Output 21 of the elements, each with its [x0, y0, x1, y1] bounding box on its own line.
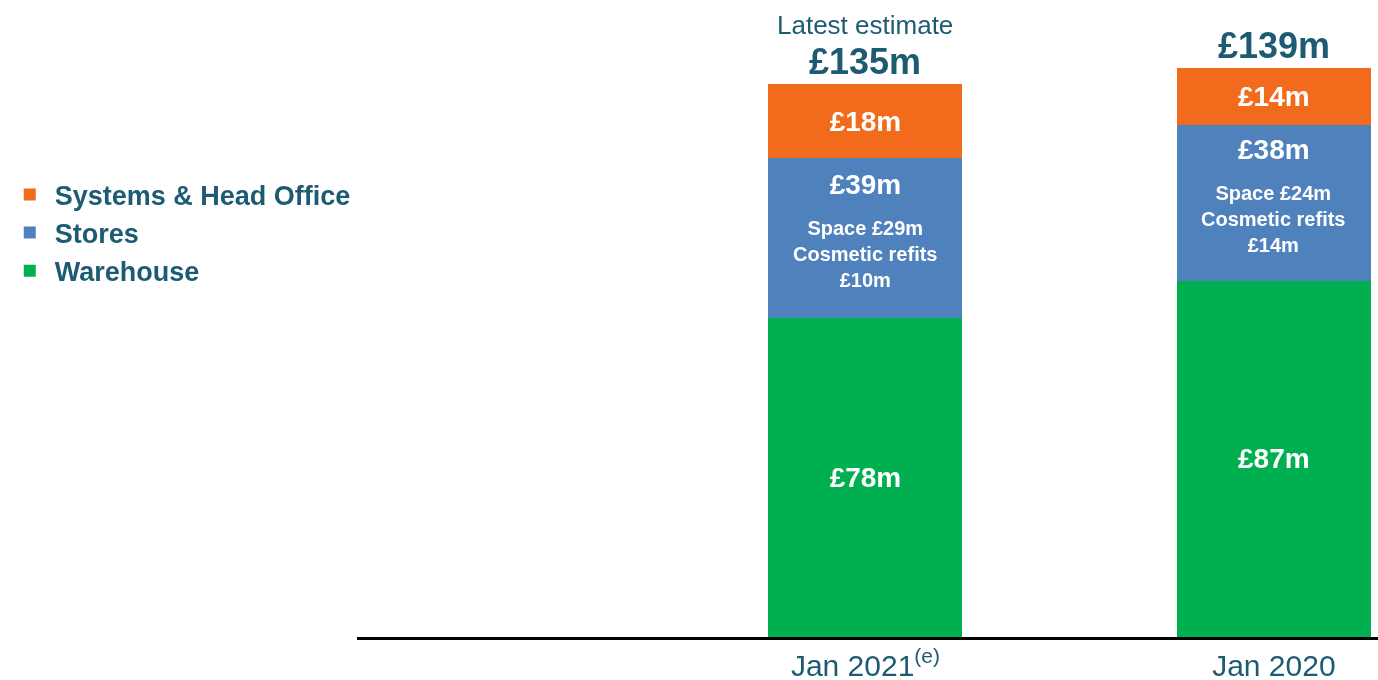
bar: [768, 317, 963, 637]
legend-label: Stores: [54, 219, 139, 250]
bar: [768, 84, 963, 159]
bar: [1176, 280, 1371, 637]
data-label: £38m: [1238, 133, 1310, 165]
x-tick-label: Jan 2021$^{(e)}$: [790, 644, 941, 680]
legend-label: Warehouse: [54, 257, 200, 288]
bar: [1176, 68, 1371, 126]
bar: [768, 158, 963, 318]
annotation: Space £29m Cosmetic refits £10m: [793, 217, 938, 291]
annotation: Space £24m Cosmetic refits £14m: [1201, 182, 1346, 256]
total-label: £139m: [1218, 25, 1331, 66]
x-tick-label: Jan 2020: [1212, 649, 1336, 680]
data-label: £14m: [1238, 81, 1310, 113]
legend-label: Systems & Head Office: [54, 181, 351, 211]
annotation: Latest estimate: [777, 10, 954, 40]
data-label: £78m: [829, 461, 902, 493]
total-label: £135m: [809, 41, 922, 82]
data-label: £39m: [829, 168, 902, 200]
data-label: £18m: [829, 105, 902, 137]
data-label: £87m: [1238, 443, 1310, 475]
